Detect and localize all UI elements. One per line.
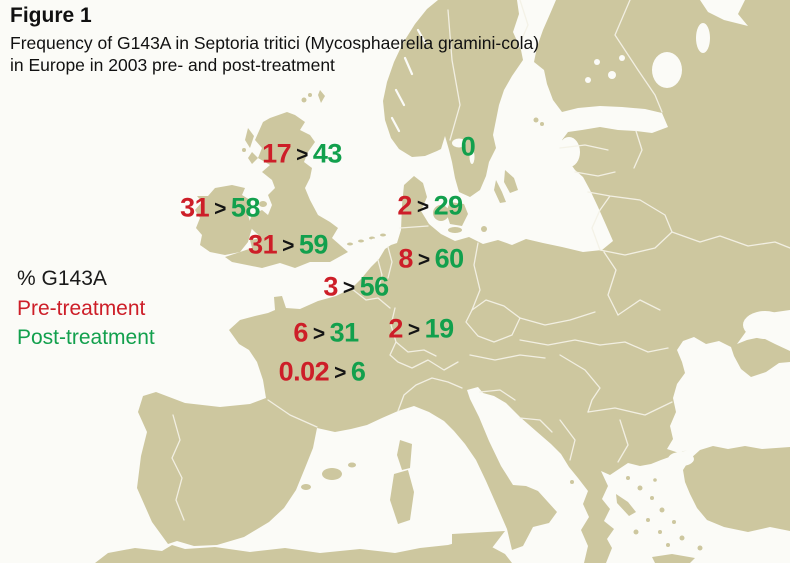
post-value: 60 <box>434 243 465 274</box>
pre-value: 2 <box>397 190 412 221</box>
map-label-france-north: 3 > 56 <box>323 271 390 303</box>
legend-pre-treatment: Pre-treatment <box>17 296 146 320</box>
map-label-sweden: 0 <box>461 132 476 163</box>
greater-than-icon: > <box>334 361 346 384</box>
country-borders <box>171 0 790 521</box>
map-label-england: 31 > 59 <box>248 230 328 261</box>
pre-value: 8 <box>398 243 413 274</box>
ireland-island <box>195 185 252 255</box>
post-value: 31 <box>329 317 360 348</box>
legend: % G143A Pre-treatment Post-treatment <box>17 264 155 353</box>
map-label-denmark: 2 > 29 <box>397 190 464 222</box>
greater-than-icon: > <box>282 234 294 257</box>
pre-value: 6 <box>293 317 308 348</box>
small-british-isles <box>242 90 325 224</box>
pre-value: 17 <box>262 138 292 169</box>
pre-value: 31 <box>248 229 278 260</box>
fjord-lines <box>390 28 428 133</box>
legend-heading: % G143A <box>17 267 107 290</box>
continent-landmass <box>137 0 790 563</box>
post-value: 29 <box>433 190 464 221</box>
title-line-1: Frequency of G143A in Septoria tritici (… <box>10 33 540 53</box>
greater-than-icon: > <box>416 195 429 218</box>
figure-number: Figure 1 <box>10 4 92 27</box>
turkey-landmass <box>683 446 790 532</box>
greater-than-icon: > <box>407 318 420 341</box>
wadden-islands <box>347 233 386 246</box>
map-label-germany-north: 8 > 60 <box>398 243 465 275</box>
greater-than-icon: > <box>312 322 325 345</box>
north-africa-coast <box>95 539 512 563</box>
post-value: 19 <box>424 313 455 344</box>
greater-than-icon: > <box>214 197 226 220</box>
map-label-scotland: 17 > 43 <box>262 139 342 170</box>
post-value: 56 <box>359 271 390 302</box>
title-line-2: in Europe in 2003 pre- and post-treatmen… <box>10 55 335 75</box>
post-value: 43 <box>312 138 343 169</box>
great-britain-island <box>225 112 348 268</box>
pre-value: 31 <box>180 192 210 223</box>
greater-than-icon: > <box>417 248 430 271</box>
map-label-france-west: 6 > 31 <box>293 317 360 349</box>
greater-than-icon: > <box>296 143 308 166</box>
map-label-ireland: 31 > 58 <box>180 193 260 224</box>
scandinavia-landmass <box>383 0 523 197</box>
legend-post-treatment: Post-treatment <box>17 326 155 349</box>
danish-baltic-islands <box>433 117 544 233</box>
post-value: 6 <box>350 356 366 387</box>
pre-value: 3 <box>323 271 338 302</box>
post-value: 0 <box>460 131 476 162</box>
post-value: 58 <box>230 192 261 223</box>
post-value: 59 <box>298 229 329 260</box>
pre-value: 0.02 <box>278 356 330 387</box>
figure-title-block: Figure 1 Frequency of G143A in Septoria … <box>10 4 539 76</box>
greater-than-icon: > <box>342 276 355 299</box>
pre-value: 2 <box>388 313 403 344</box>
map-label-germany-south: 2 > 19 <box>388 313 455 345</box>
map-label-france-southwest: 0.02 > 6 <box>279 357 366 388</box>
inland-waters <box>369 0 787 466</box>
